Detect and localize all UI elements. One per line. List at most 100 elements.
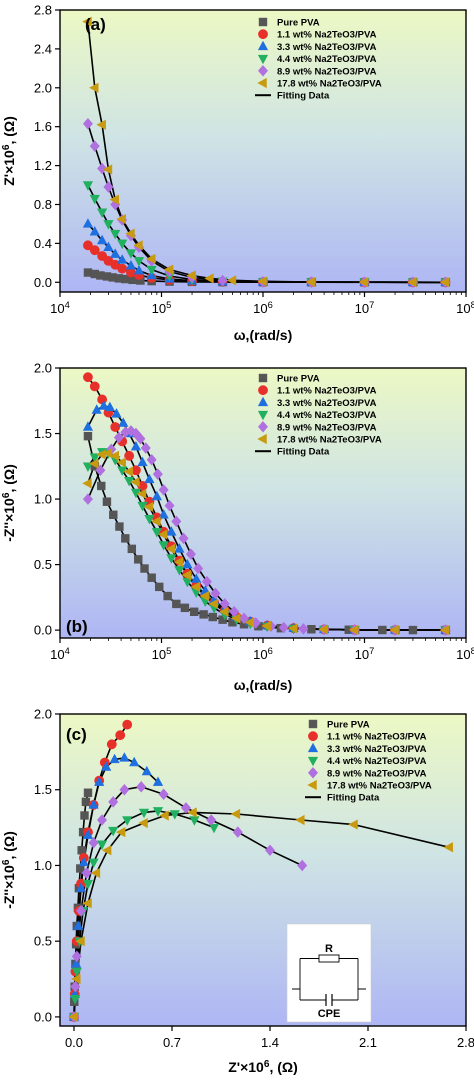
data-point — [297, 859, 308, 872]
data-point — [89, 381, 100, 392]
data-point — [155, 582, 164, 592]
legend-marker — [258, 385, 268, 396]
data-point — [152, 468, 163, 480]
data-point — [165, 543, 176, 554]
y-tick-label: 0.0 — [34, 1009, 52, 1024]
data-point — [163, 264, 174, 275]
data-point — [97, 394, 108, 405]
data-point — [82, 181, 94, 191]
y-tick-label: 0.0 — [34, 275, 52, 290]
data-point — [144, 473, 155, 484]
legend-fit-label: Fitting Data — [327, 793, 380, 804]
data-point — [158, 509, 169, 519]
data-point — [140, 564, 149, 573]
series-5-points — [82, 448, 450, 636]
data-point — [88, 858, 99, 869]
panel-label: (b) — [66, 617, 88, 636]
data-point — [89, 453, 100, 463]
data-point — [104, 401, 115, 412]
y-tick-label: 0.5 — [34, 557, 52, 572]
data-point — [78, 856, 89, 867]
data-point — [129, 756, 140, 767]
legend-label: 3.3 wt% Na2TeO3/PVA — [277, 42, 377, 53]
data-point — [143, 501, 154, 513]
data-point — [144, 514, 155, 525]
legend-marker — [308, 731, 318, 742]
data-point — [97, 162, 108, 175]
data-point — [103, 181, 114, 193]
data-point — [226, 275, 237, 286]
data-point — [185, 548, 196, 560]
y-axis-label: -Z''×106, (Ω) — [1, 831, 18, 909]
legend-label: 8.9 wt% Na2TeO3/PVA — [327, 768, 427, 779]
data-point — [171, 515, 182, 528]
equivalent-circuit-inset: R CPE — [286, 923, 372, 1023]
series-2-points — [68, 752, 164, 1021]
x-tick-label: 2.8 — [457, 1035, 474, 1050]
data-point — [83, 240, 93, 251]
y-tick-label: 1.6 — [34, 119, 52, 134]
data-point — [407, 277, 417, 288]
data-point — [133, 240, 143, 251]
data-point — [117, 254, 128, 264]
data-point — [152, 807, 164, 817]
data-point — [158, 788, 169, 801]
data-point — [73, 920, 84, 930]
data-point — [191, 573, 202, 583]
data-point — [439, 625, 450, 636]
data-point — [178, 532, 189, 545]
data-point — [75, 882, 87, 892]
legend-marker — [257, 77, 267, 89]
data-point — [408, 625, 418, 635]
data-point — [348, 819, 358, 830]
x-tick-label: 107 — [355, 300, 375, 316]
legend-marker — [307, 742, 319, 753]
data-point — [102, 448, 113, 459]
data-point — [158, 484, 169, 496]
x-tick-label: 106 — [253, 646, 273, 662]
series-0-points — [83, 431, 450, 635]
data-point — [180, 603, 190, 613]
data-point — [217, 274, 228, 287]
data-point — [110, 248, 121, 258]
data-point — [89, 140, 100, 152]
legend-marker — [257, 396, 269, 407]
data-point — [141, 765, 152, 776]
data-point — [164, 499, 175, 512]
chart-panel-b: 104 105 106 107 108 0.0 0.5 1.0 1.5 2.0 ω,(rad/s) -… — [1, 361, 474, 694]
data-point — [102, 164, 113, 175]
data-point — [443, 842, 453, 853]
data-point — [68, 1011, 78, 1023]
legend-marker — [258, 29, 268, 40]
data-point — [106, 739, 117, 750]
data-point — [70, 994, 81, 1005]
data-point — [89, 458, 99, 469]
data-point — [127, 544, 137, 554]
data-point — [103, 220, 114, 230]
data-point — [82, 421, 94, 431]
legend-label: 4.4 wt% Na2TeO3/PVA — [327, 756, 427, 767]
data-point — [307, 625, 316, 634]
plot-frame — [59, 713, 467, 1027]
data-point — [89, 194, 100, 205]
data-point — [210, 587, 221, 600]
data-point — [109, 194, 119, 205]
cpe-label: CPE — [318, 1008, 341, 1020]
data-point — [206, 814, 217, 826]
y-tick-label: 0.0 — [34, 623, 52, 638]
legend-marker — [258, 65, 268, 77]
data-point — [172, 599, 181, 609]
data-point — [102, 497, 112, 506]
x-tick-label: 0.7 — [163, 1035, 181, 1050]
legend-label: Pure PVA — [277, 374, 320, 385]
data-point — [136, 780, 147, 793]
data-point — [298, 623, 309, 635]
data-point — [96, 840, 108, 850]
data-point — [80, 811, 89, 820]
x-tick-label: 106 — [253, 300, 273, 316]
data-point — [96, 119, 106, 130]
circuit-wires — [299, 958, 359, 1001]
x-tick-label: 105 — [152, 646, 172, 662]
